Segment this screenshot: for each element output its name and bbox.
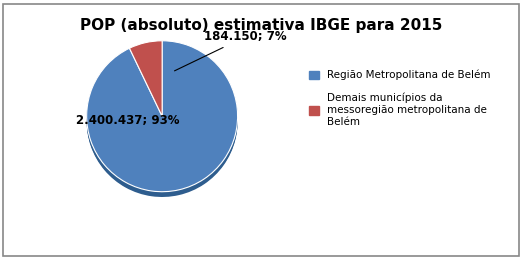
Wedge shape <box>87 44 237 195</box>
Wedge shape <box>130 46 162 121</box>
Wedge shape <box>130 41 162 116</box>
Wedge shape <box>130 42 162 117</box>
Wedge shape <box>87 45 237 196</box>
Wedge shape <box>87 44 237 194</box>
Wedge shape <box>87 41 237 192</box>
Wedge shape <box>87 42 237 193</box>
Text: POP (absoluto) estimativa IBGE para 2015: POP (absoluto) estimativa IBGE para 2015 <box>81 18 442 33</box>
Wedge shape <box>87 46 237 197</box>
Wedge shape <box>130 44 162 120</box>
Wedge shape <box>130 42 162 118</box>
Wedge shape <box>130 44 162 119</box>
Legend: Região Metropolitana de Belém, Demais municípios da
messoregião metropolitana de: Região Metropolitana de Belém, Demais mu… <box>309 70 491 127</box>
Wedge shape <box>130 45 162 121</box>
Text: 2.400.437; 93%: 2.400.437; 93% <box>76 113 180 126</box>
Text: 184.150; 7%: 184.150; 7% <box>175 31 286 71</box>
Wedge shape <box>87 42 237 193</box>
